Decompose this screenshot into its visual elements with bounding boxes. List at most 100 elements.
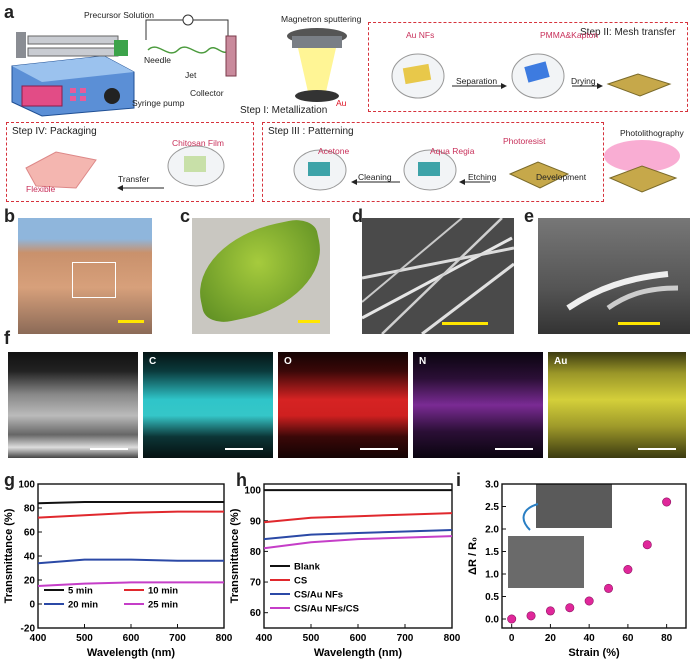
panel-label-h: h bbox=[236, 470, 247, 490]
syringe-pump-illustration bbox=[8, 26, 138, 118]
leaf-shape bbox=[192, 218, 330, 327]
panel-label-b: b bbox=[4, 206, 15, 226]
photolithography-label: Photolithography bbox=[620, 128, 684, 138]
plot-frame bbox=[501, 483, 687, 629]
step-4-box bbox=[6, 122, 254, 202]
eds-label-au: Au bbox=[554, 356, 568, 367]
x-tick-label: 800 bbox=[444, 633, 460, 644]
scale-bar-c bbox=[298, 320, 320, 323]
drying-label: Drying bbox=[571, 76, 596, 86]
y-tick-label: 70 bbox=[250, 578, 262, 589]
nanofiber-cross-section-e bbox=[566, 271, 679, 311]
etching-label: Etching bbox=[468, 172, 497, 182]
step-3-box bbox=[262, 122, 604, 202]
step-4-title: Step IV: Packaging bbox=[12, 126, 97, 137]
panel-label-d: d bbox=[352, 206, 363, 226]
data-point bbox=[604, 583, 614, 593]
eds-map-c: C bbox=[143, 352, 273, 458]
x-tick-label: 20 bbox=[545, 633, 557, 644]
scale-bar-f4 bbox=[638, 448, 676, 450]
plot-frame bbox=[37, 483, 225, 629]
y-tick-label: 80 bbox=[24, 504, 36, 515]
scale-bar-f2 bbox=[360, 448, 398, 450]
acetone-label: Acetone bbox=[318, 146, 350, 156]
legend-label: 5 min bbox=[68, 586, 93, 597]
series-line-10-min bbox=[37, 510, 224, 519]
data-point bbox=[545, 606, 555, 616]
syringe-pump-drawing bbox=[11, 32, 135, 117]
aqua-regia-label: Aqua Regia bbox=[430, 146, 475, 156]
series-line-cs-au-nfs bbox=[263, 529, 453, 541]
leaf-photo bbox=[192, 218, 330, 334]
panel-label-e: e bbox=[524, 206, 535, 226]
eds-map-o: O bbox=[278, 352, 408, 458]
magnetron-label: Magnetron sputtering bbox=[281, 14, 362, 24]
y-tick-label: 1.0 bbox=[485, 570, 499, 581]
data-point bbox=[507, 614, 517, 624]
development-label: Development bbox=[536, 172, 587, 182]
panel-label-g: g bbox=[4, 470, 15, 490]
x-tick-label: 600 bbox=[123, 633, 140, 644]
sem-image-d bbox=[362, 218, 514, 334]
legend-label: CS/Au NFs bbox=[294, 590, 343, 601]
chart-h: 400 500 600 700 800 60 70 80 90 100 Wavelength (nm… bbox=[230, 483, 460, 659]
series-line-cs-au-nfs-cs bbox=[263, 535, 453, 550]
y-tick-label: 80 bbox=[250, 547, 262, 558]
x-tick-label: 700 bbox=[169, 633, 186, 644]
chart-i: 0 20 40 60 80 0.0 0.5 1.0 1.5 2.0 2.5 3.0 Strain (%)… bbox=[467, 480, 687, 659]
data-point bbox=[662, 497, 672, 507]
scale-bar-e bbox=[618, 322, 660, 325]
series-line-20-min bbox=[37, 558, 224, 565]
packaging-drawing bbox=[25, 145, 225, 191]
data-point bbox=[584, 596, 594, 606]
y-tick-label: -20 bbox=[21, 624, 36, 635]
step-2-title: Step II: Mesh transfer bbox=[580, 27, 676, 38]
legend-label: 25 min bbox=[148, 600, 178, 611]
legend-label: 20 min bbox=[68, 600, 98, 611]
y-tick-label: 90 bbox=[250, 516, 262, 527]
transfer-label: Transfer bbox=[118, 174, 150, 184]
y-tick-label: 2.5 bbox=[485, 502, 499, 513]
hand-photo bbox=[18, 218, 152, 334]
scale-bar-b bbox=[118, 320, 144, 323]
series-line-cs bbox=[263, 512, 453, 524]
y-tick-label: 2.0 bbox=[485, 525, 499, 536]
eds-label-c: C bbox=[149, 356, 157, 367]
separation-label: Separation bbox=[456, 76, 498, 86]
data-point bbox=[642, 540, 652, 550]
scale-bar-f3 bbox=[495, 448, 533, 450]
legend-label: CS/Au NFs/CS bbox=[294, 604, 359, 615]
series-line-25-min bbox=[37, 581, 224, 587]
photolithography-drawing bbox=[604, 140, 680, 193]
panel-label-i: i bbox=[456, 470, 462, 490]
x-tick-label: 0 bbox=[509, 633, 515, 644]
x-tick-label: 600 bbox=[350, 633, 367, 644]
series-line-5-min bbox=[37, 501, 224, 505]
y-axis-label: Transmittance (%) bbox=[230, 508, 241, 603]
y-tick-label: 100 bbox=[18, 480, 35, 491]
y-tick-label: 0.5 bbox=[485, 592, 499, 603]
au-target-label: Au bbox=[336, 98, 347, 108]
inset-arrow bbox=[522, 503, 539, 531]
legend-label: Blank bbox=[294, 562, 321, 573]
step-2-box bbox=[368, 22, 688, 112]
eds-label-n: N bbox=[419, 356, 427, 367]
jet-label: Jet bbox=[185, 70, 197, 80]
x-tick-label: 80 bbox=[661, 633, 673, 644]
y-tick-label: 1.5 bbox=[485, 547, 499, 558]
x-tick-label: 500 bbox=[76, 633, 93, 644]
x-tick-label: 700 bbox=[397, 633, 414, 644]
legend-label: 10 min bbox=[148, 586, 178, 597]
legend-label: CS bbox=[294, 576, 307, 587]
x-axis-label: Wavelength (nm) bbox=[314, 647, 403, 659]
y-tick-label: 60 bbox=[250, 608, 262, 619]
data-point bbox=[526, 611, 536, 621]
panel-label-a: a bbox=[4, 2, 15, 22]
y-axis-label: ΔR / R₀ bbox=[467, 537, 479, 575]
y-tick-label: 60 bbox=[24, 528, 36, 539]
pmma-kapton-label: PMMA&Kapton bbox=[540, 30, 599, 40]
step-1-title: Step I: Metallization bbox=[240, 105, 328, 116]
y-tick-label: 0.0 bbox=[485, 615, 499, 626]
x-axis-label: Strain (%) bbox=[568, 647, 620, 659]
eds-map-au: Au bbox=[548, 352, 686, 458]
